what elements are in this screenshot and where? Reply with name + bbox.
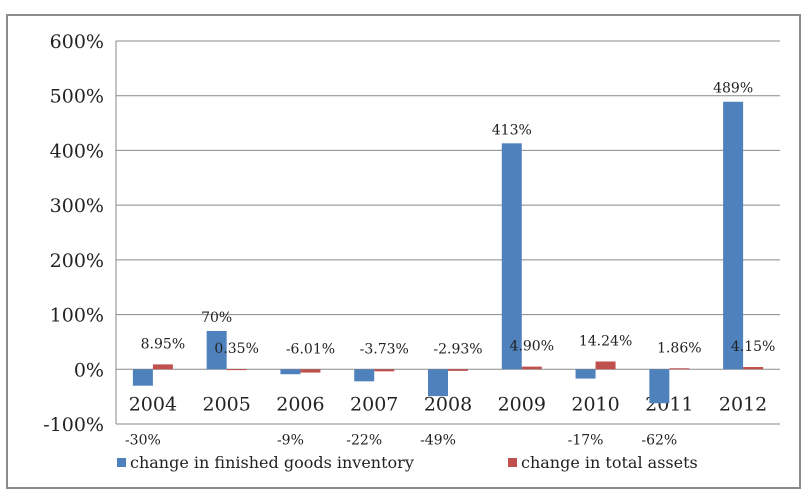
- x-tick-label: 2008: [424, 393, 472, 415]
- assets-bar: [521, 366, 542, 370]
- legend-swatch-inventory: [117, 458, 126, 467]
- inventory-bar: [649, 369, 670, 404]
- inventory-data-label: -30%: [125, 432, 161, 448]
- inventory-data-label: -17%: [568, 432, 604, 448]
- assets-data-label: 4.90%: [510, 339, 554, 355]
- inventory-data-label: 489%: [713, 81, 753, 97]
- legend-label: change in finished goods inventory: [130, 453, 414, 472]
- inventory-data-label: -22%: [346, 432, 382, 448]
- inventory-bar: [501, 143, 522, 370]
- x-tick-label: 2012: [719, 393, 767, 415]
- inventory-data-label: 413%: [492, 122, 532, 138]
- inventory-data-label: -62%: [641, 432, 677, 448]
- assets-data-label: 8.95%: [141, 336, 185, 352]
- inventory-data-label: 70%: [201, 310, 232, 326]
- y-tick-label: 200%: [50, 250, 104, 272]
- y-tick-label: -100%: [43, 414, 104, 436]
- inventory-bar: [206, 330, 227, 370]
- legend-label: change in total assets: [521, 453, 698, 472]
- assets-bar: [669, 368, 690, 370]
- chart-frame: [6, 14, 801, 489]
- y-tick-label: 400%: [50, 140, 104, 162]
- inventory-bar: [575, 369, 596, 379]
- assets-data-label: 0.35%: [214, 341, 258, 357]
- assets-bar: [448, 369, 468, 371]
- assets-data-label: -2.93%: [433, 341, 482, 357]
- inventory-bar: [428, 369, 448, 397]
- assets-data-label: 1.86%: [657, 340, 701, 356]
- legend-swatch-assets: [508, 458, 517, 467]
- inventory-data-label: -49%: [420, 432, 456, 448]
- inventory-bar: [280, 369, 301, 375]
- x-tick-label: 2005: [202, 393, 250, 415]
- assets-bar: [300, 369, 321, 373]
- inventory-bar: [723, 101, 744, 370]
- inventory-bar: [354, 369, 375, 382]
- inventory-bar: [132, 369, 153, 386]
- assets-data-label: 14.24%: [579, 333, 632, 349]
- y-tick-label: 100%: [50, 305, 104, 327]
- x-tick-label: 2007: [350, 393, 398, 415]
- x-tick-label: 2006: [276, 393, 324, 415]
- y-tick-label: 0%: [74, 359, 104, 381]
- x-tick-label: 2009: [498, 393, 546, 415]
- x-tick-label: 2010: [571, 393, 619, 415]
- assets-data-label: -6.01%: [286, 341, 335, 357]
- inventory-data-label: -9%: [277, 432, 304, 448]
- x-tick-label: 2004: [129, 393, 177, 415]
- assets-data-label: -3.73%: [360, 341, 409, 357]
- assets-bar: [595, 361, 616, 370]
- assets-bar: [226, 369, 247, 371]
- assets-bar: [152, 364, 173, 370]
- assets-data-label: 4.15%: [731, 339, 775, 355]
- y-tick-label: 500%: [50, 86, 104, 108]
- y-tick-label: 300%: [50, 195, 104, 217]
- assets-bar: [743, 367, 764, 370]
- assets-bar: [374, 369, 395, 372]
- y-tick-label: 600%: [50, 31, 104, 53]
